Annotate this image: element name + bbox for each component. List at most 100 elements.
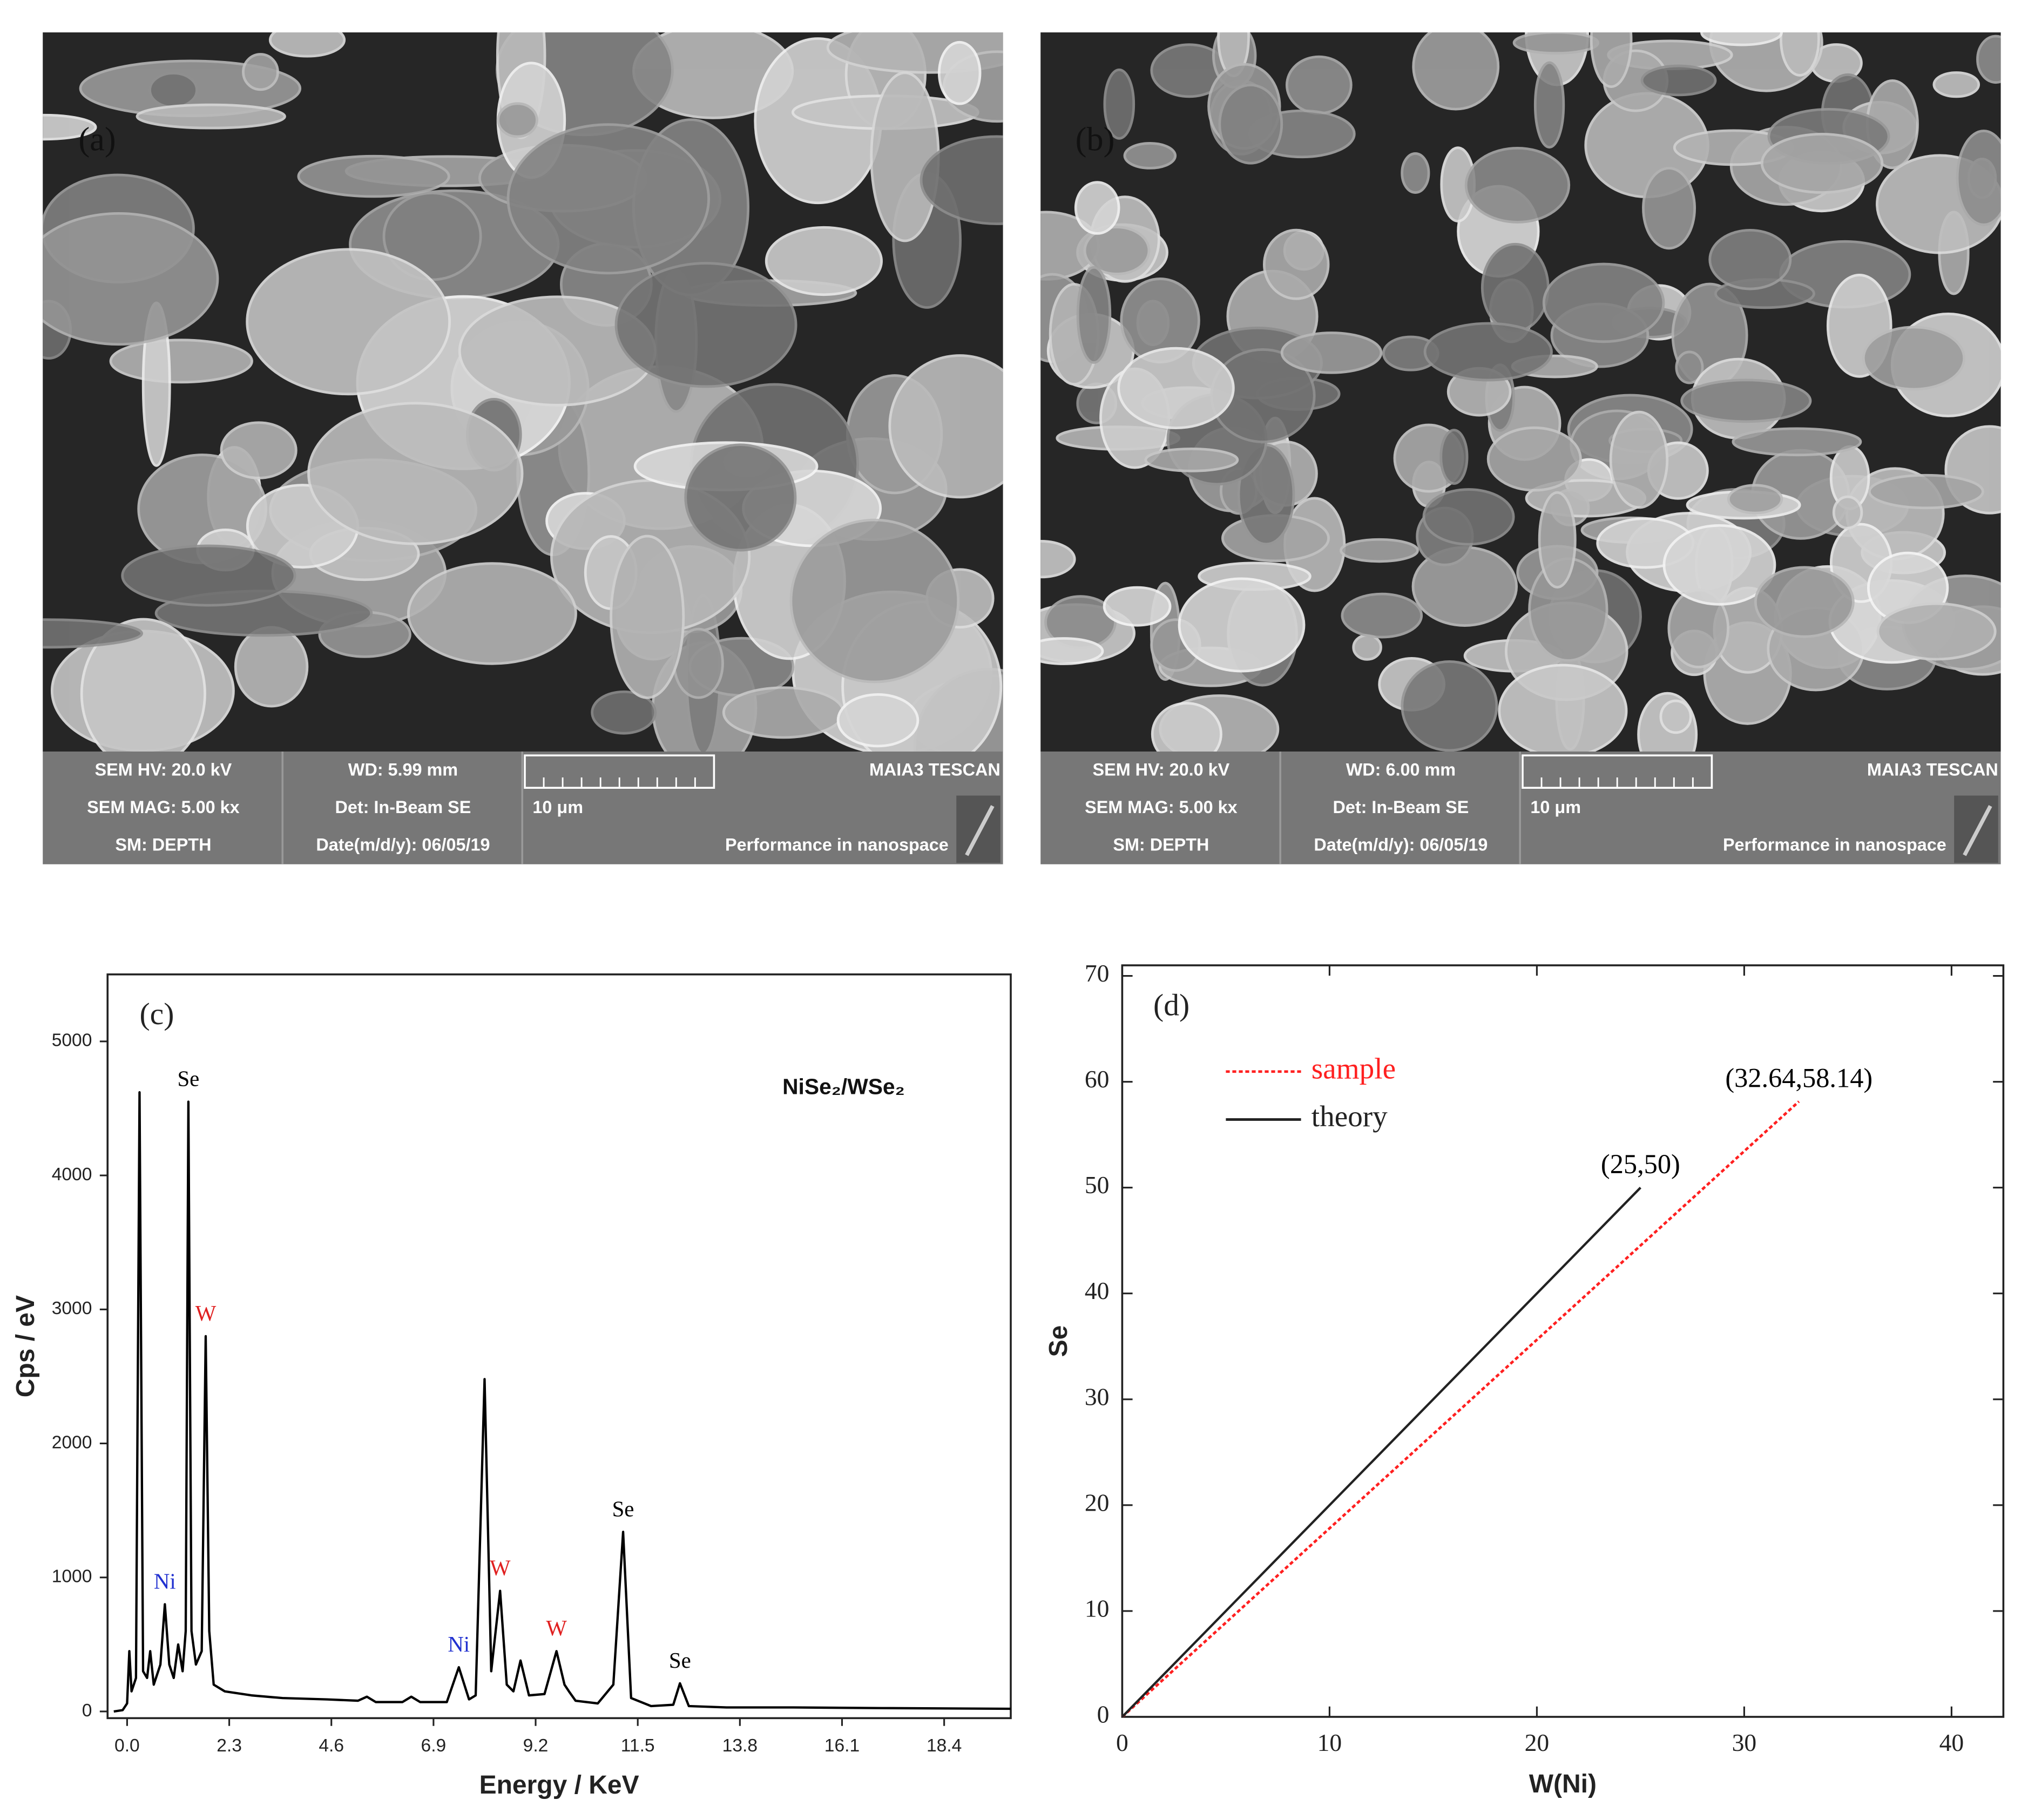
particle bbox=[307, 402, 524, 545]
particle bbox=[220, 421, 298, 479]
particle bbox=[1103, 586, 1172, 627]
particle bbox=[722, 686, 845, 739]
particle bbox=[836, 693, 920, 748]
particle bbox=[234, 626, 309, 708]
info-text: SEM HV: 20.0 kV bbox=[95, 760, 232, 780]
particle bbox=[246, 248, 451, 396]
particle bbox=[1144, 447, 1239, 472]
particle bbox=[1439, 429, 1469, 485]
annotation: W bbox=[195, 1301, 217, 1325]
panel-label: (b) bbox=[1076, 120, 1115, 158]
particle bbox=[1464, 146, 1571, 224]
legend-text: NiSe₂/WSe₂ bbox=[782, 1074, 905, 1099]
x-tick-label: 0 bbox=[1116, 1729, 1128, 1756]
x-tick-label: 4.6 bbox=[319, 1736, 344, 1756]
plot-frame bbox=[106, 973, 1012, 1720]
particle bbox=[1754, 566, 1855, 638]
particle bbox=[1103, 68, 1135, 140]
particle bbox=[920, 135, 1003, 225]
particle bbox=[136, 103, 286, 130]
particle bbox=[1123, 142, 1177, 170]
particle bbox=[268, 32, 346, 58]
particle bbox=[1074, 181, 1120, 235]
particle bbox=[1412, 32, 1500, 111]
chart: 0 10 20 30 40 0 10 20 30 40 50 60 70 W(Ni) Se (d) sample… bbox=[1044, 959, 2005, 1798]
particle bbox=[684, 443, 797, 552]
particle bbox=[1083, 226, 1151, 275]
x-tick-label: 30 bbox=[1732, 1729, 1757, 1756]
x-tick-label: 6.9 bbox=[421, 1736, 447, 1756]
y-tick-label: 0 bbox=[82, 1701, 92, 1721]
info-text: Performance in nanospace bbox=[725, 835, 949, 855]
particle bbox=[1868, 473, 1984, 510]
logo-mark bbox=[965, 805, 995, 856]
particle bbox=[1498, 664, 1628, 752]
particle bbox=[1976, 35, 2001, 84]
particle bbox=[1486, 426, 1582, 492]
info-text: Performance in nanospace bbox=[1723, 835, 1946, 855]
particle bbox=[1178, 577, 1306, 673]
particle bbox=[1423, 322, 1553, 382]
particle bbox=[1512, 32, 1599, 55]
particle bbox=[1642, 167, 1696, 250]
x-tick-label: 11.5 bbox=[621, 1736, 655, 1756]
particle bbox=[1481, 242, 1550, 333]
annotation: Ni bbox=[154, 1569, 176, 1593]
particle bbox=[1675, 350, 1704, 384]
legend-label: sample bbox=[1312, 1052, 1396, 1085]
annotation: Ni bbox=[448, 1632, 470, 1656]
x-tick-label: 0.0 bbox=[114, 1736, 140, 1756]
particle bbox=[1542, 262, 1665, 343]
x-tick-label: 20 bbox=[1525, 1729, 1550, 1756]
y-tick-label: 20 bbox=[1085, 1489, 1110, 1516]
particle bbox=[1640, 64, 1717, 97]
info-text: SM: DEPTH bbox=[1113, 835, 1209, 855]
y-tick-label: 60 bbox=[1085, 1065, 1110, 1093]
particle bbox=[148, 72, 198, 109]
series-line bbox=[1121, 1187, 1641, 1718]
panel-label: (a) bbox=[78, 120, 116, 158]
particle bbox=[1590, 32, 1633, 88]
info-text: WD: 6.00 mm bbox=[1346, 760, 1456, 780]
particle bbox=[43, 212, 219, 346]
particle bbox=[1401, 660, 1498, 752]
particle bbox=[1932, 71, 1980, 98]
particle bbox=[1533, 61, 1565, 149]
x-tick-label: 13.8 bbox=[722, 1736, 758, 1756]
y-tick-label: 40 bbox=[1085, 1277, 1110, 1304]
particle bbox=[1422, 488, 1515, 546]
info-text: Date(m/d/y): 06/05/19 bbox=[1314, 835, 1488, 855]
panel-label: (d) bbox=[1153, 988, 1189, 1022]
x-tick-label: 2.3 bbox=[217, 1736, 242, 1756]
particle bbox=[591, 690, 657, 735]
y-tick-label: 50 bbox=[1085, 1171, 1110, 1199]
particle bbox=[297, 154, 450, 198]
y-axis-label: Se bbox=[1044, 1325, 1073, 1357]
y-axis-label: Cps / eV bbox=[11, 1295, 40, 1397]
y-tick-label: 30 bbox=[1085, 1383, 1110, 1410]
particle bbox=[1285, 55, 1353, 115]
particle bbox=[1538, 491, 1577, 589]
annotation: (32.64,58.14) bbox=[1725, 1063, 1872, 1093]
plot-frame bbox=[1121, 964, 2005, 1718]
particle bbox=[497, 102, 538, 138]
x-axis-label: W(Ni) bbox=[1529, 1770, 1597, 1798]
panel-label: (c) bbox=[139, 997, 174, 1031]
particle bbox=[789, 518, 960, 684]
particle bbox=[1760, 132, 1884, 194]
info-text: Date(m/d/y): 06/05/19 bbox=[316, 835, 490, 855]
x-tick-label: 16.1 bbox=[824, 1736, 860, 1756]
annotation: Se bbox=[669, 1648, 691, 1673]
particle bbox=[80, 618, 206, 752]
y-tick-label: 10 bbox=[1085, 1594, 1110, 1622]
particle bbox=[1780, 32, 1820, 77]
particle bbox=[1341, 592, 1423, 639]
annotation: W bbox=[490, 1556, 511, 1580]
particle bbox=[1659, 699, 1692, 734]
particle bbox=[870, 71, 940, 242]
particle bbox=[407, 562, 577, 665]
info-text: Det: In-Beam SE bbox=[1333, 797, 1469, 817]
sem-panel: (b) SEM HV: 20.0 kV WD: 6.00 mm SEM MAG: 5.… bbox=[1040, 32, 2001, 864]
annotation: Se bbox=[612, 1497, 634, 1521]
